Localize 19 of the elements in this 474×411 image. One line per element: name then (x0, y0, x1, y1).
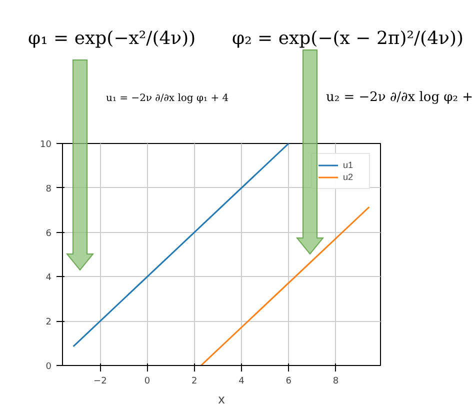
text: u₁ = −2ν ∂/∂x log φ₁ + 4 (106, 93, 229, 104)
y-tick-label: 2 (46, 318, 52, 328)
x-tick-label: 4 (238, 376, 245, 386)
y-tick-label: 6 (46, 228, 52, 239)
x-tick-label: 0 (144, 376, 150, 386)
y-tick-label: 10 (40, 140, 52, 150)
x-tick-label: −2 (94, 376, 107, 386)
text: φ₁ = exp(−x²/(4ν)) (28, 28, 196, 49)
x-tick-label: 6 (286, 376, 292, 386)
x-tick-label: 8 (332, 376, 339, 386)
y-tick-label: 4 (46, 273, 52, 284)
y-tick-label: 8 (46, 184, 52, 194)
text: φ₂ = exp(−(x − 2π)²/(4ν)) (232, 28, 464, 49)
text: u₂ = −2ν ∂/∂x log φ₂ + (326, 90, 474, 105)
legend-label: u2 (343, 172, 354, 182)
legend-label: u1 (343, 160, 354, 170)
y-tick-label: 0 (46, 362, 52, 372)
x-tick-label: 2 (192, 376, 198, 386)
x-axis-title: x (218, 392, 226, 406)
